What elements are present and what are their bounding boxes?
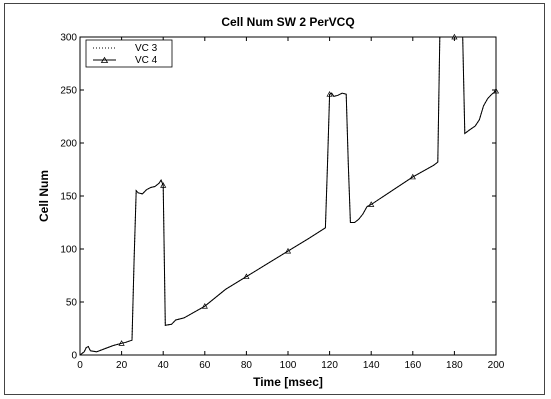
legend: VC 3 VC 4 <box>85 39 173 68</box>
plot-area <box>79 36 497 356</box>
x-tick-label: 60 <box>199 360 211 371</box>
y-tick-label: 50 <box>66 298 78 309</box>
legend-marker-vc4 <box>100 56 109 63</box>
series-marker <box>160 182 167 188</box>
y-tick-label: 0 <box>71 351 77 362</box>
series-marker <box>201 303 208 309</box>
series-marker <box>368 201 375 207</box>
x-tick-label: 160 <box>404 360 421 371</box>
x-tick-label: 140 <box>363 360 380 371</box>
series-marker <box>243 273 250 279</box>
legend-label-vc3: VC 3 <box>135 43 158 54</box>
series-line-vc4 <box>80 37 496 355</box>
x-tick-label: 120 <box>321 360 338 371</box>
x-axis: 0 20 40 60 80 100 120 140 160 180 200 <box>77 37 505 371</box>
y-tick-label: 250 <box>60 86 77 97</box>
series-marker <box>284 247 292 254</box>
x-tick-label: 20 <box>116 360 128 371</box>
y-tick-label: 100 <box>60 245 77 256</box>
chart-title: Cell Num SW 2 PerVCQ <box>221 15 354 29</box>
y-tick-label: 300 <box>60 33 77 44</box>
legend-box <box>85 39 173 68</box>
y-axis: 0 50 100 150 200 250 300 <box>60 33 496 362</box>
x-tick-label: 80 <box>241 360 253 371</box>
y-tick-label: 200 <box>60 139 77 150</box>
series-marker <box>409 173 416 180</box>
y-axis-label: Cell Num <box>37 170 51 222</box>
series-marker <box>451 33 458 40</box>
x-tick-label: 200 <box>488 360 505 371</box>
x-tick-label: 40 <box>158 360 170 371</box>
x-tick-label: 180 <box>446 360 463 371</box>
series-marker <box>326 91 333 97</box>
x-tick-label: 0 <box>77 360 83 371</box>
series-marker <box>492 87 500 94</box>
y-tick-label: 150 <box>60 192 77 203</box>
x-axis-label: Time [msec] <box>253 375 323 389</box>
series-marker <box>118 340 125 346</box>
x-tick-label: 100 <box>280 360 297 371</box>
series-layer <box>80 33 500 355</box>
legend-label-vc4: VC 4 <box>135 55 158 66</box>
